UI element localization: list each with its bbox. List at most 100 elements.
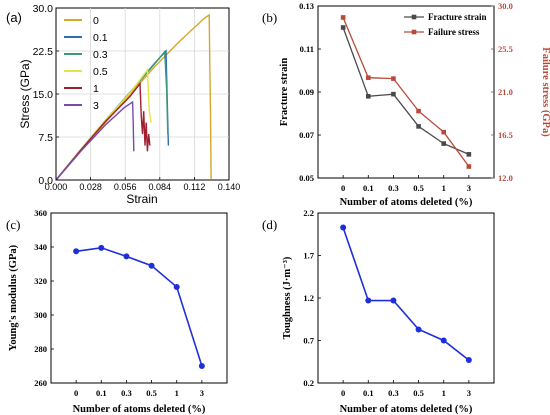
panel-b: (b) 0 0.1 0.3 0.5 1 3 0.05 0.07 0.09 0.11 0.13 12… bbox=[262, 1, 550, 208]
y-axis-label-d: Toughness (J·m⁻³) bbox=[282, 256, 293, 339]
series-line-0 bbox=[55, 13, 212, 181]
legend-label: 0.1 bbox=[93, 32, 108, 44]
y-tick-label: 0.11 bbox=[300, 44, 314, 54]
panel-label-b: (b) bbox=[262, 10, 277, 25]
y-tick-label: 0.2 bbox=[303, 378, 314, 388]
x-tick-label: 0.056 bbox=[114, 182, 137, 192]
y-tick-label: 30.0 bbox=[33, 3, 54, 15]
data-point bbox=[466, 164, 472, 169]
x-tick-label: 3 bbox=[467, 183, 471, 193]
x-tick-label: 0 bbox=[341, 183, 345, 193]
y2-tick-label: 21.0 bbox=[498, 87, 513, 97]
data-point bbox=[98, 244, 105, 251]
panel-label-a: (a) bbox=[6, 10, 22, 25]
legend-label: Failure stress bbox=[428, 27, 480, 37]
x-tick-label: 0.5 bbox=[413, 388, 424, 398]
y-tick-label: 2.2 bbox=[303, 208, 314, 218]
y-tick-label: 0.0 bbox=[38, 175, 53, 187]
x-ticks-b: 0 0.1 0.3 0.5 1 3 bbox=[341, 175, 471, 193]
x-tick-label: 1 bbox=[442, 388, 446, 398]
y-tick-label: 0.05 bbox=[299, 173, 314, 183]
legend-label: 0.3 bbox=[93, 49, 108, 61]
series-line-b-0 bbox=[342, 27, 470, 155]
y2-axis-label-b: Failure stress (GPa) bbox=[540, 47, 550, 137]
series-group-c bbox=[73, 244, 205, 369]
legend-b: Fracture strain Failure stress bbox=[404, 12, 487, 37]
x-tick-label: 1 bbox=[175, 388, 179, 398]
y-tick-label: 0.07 bbox=[299, 130, 315, 140]
x-tick-label: 0.1 bbox=[363, 183, 374, 193]
x-tick-label: 0.084 bbox=[149, 182, 172, 192]
series-group-d bbox=[340, 224, 472, 364]
data-point bbox=[415, 326, 422, 333]
data-point bbox=[73, 248, 80, 255]
y-tick-label: 360 bbox=[34, 208, 47, 218]
x-tick-label: 0 bbox=[341, 388, 345, 398]
data-point bbox=[148, 262, 155, 269]
y2-tick-label: 30.0 bbox=[498, 1, 513, 11]
data-point bbox=[465, 357, 472, 364]
y-axis-label-a: Stress (GPa) bbox=[18, 59, 32, 128]
legend-label: 0.5 bbox=[93, 66, 108, 78]
x-tick-label: 0.028 bbox=[79, 182, 102, 192]
x-tick-label: 3 bbox=[200, 388, 204, 398]
x-tick-label: 3 bbox=[467, 388, 471, 398]
y2-ticks-b: 12.0 16.5 21.0 25.5 30.0 bbox=[491, 1, 513, 183]
y2-tick-label: 16.5 bbox=[498, 130, 513, 140]
y-tick-label: 300 bbox=[34, 310, 47, 320]
x-tick-label: 0.000 bbox=[45, 182, 68, 192]
series-line-b-1 bbox=[342, 17, 470, 167]
data-point bbox=[198, 363, 205, 369]
x-axis-label-a: Strain bbox=[126, 192, 157, 206]
legend-marker bbox=[411, 29, 417, 35]
data-point bbox=[173, 283, 180, 290]
x-tick-label: 0.1 bbox=[96, 388, 107, 398]
data-point bbox=[390, 297, 397, 304]
y-axis-label-b: Fracture strain bbox=[279, 58, 290, 126]
legend-label: Fracture strain bbox=[428, 12, 487, 22]
legend-a: 0 0.1 0.3 0.5 1 3 bbox=[64, 15, 108, 112]
series-line-c-0 bbox=[75, 246, 203, 367]
y-tick-label: 320 bbox=[34, 276, 47, 286]
x-tick-label: 0.3 bbox=[121, 388, 132, 398]
x-tick-label: 0 bbox=[74, 388, 78, 398]
y-ticks-a: 0.0 7.5 15.0 22.5 30.0 bbox=[33, 3, 59, 187]
data-point bbox=[365, 75, 371, 80]
y-ticks-c: 260 280 300 320 340 360 bbox=[34, 208, 54, 388]
y-ticks-d: 0.2 0.7 1.2 1.7 2.2 bbox=[303, 208, 321, 388]
data-point bbox=[340, 25, 346, 30]
x-tick-label: 0.140 bbox=[218, 182, 241, 192]
x-tick-label: 0.5 bbox=[413, 183, 424, 193]
y2-tick-label: 25.5 bbox=[498, 44, 513, 54]
data-point bbox=[441, 141, 447, 146]
y-tick-label: 1.7 bbox=[303, 251, 314, 261]
y-tick-label: 260 bbox=[34, 378, 47, 388]
y-tick-label: 22.5 bbox=[33, 46, 54, 58]
data-point bbox=[365, 94, 371, 99]
y-tick-label: 0.7 bbox=[303, 336, 314, 346]
y-tick-label: 280 bbox=[34, 344, 47, 354]
series-line-d-0 bbox=[342, 227, 470, 361]
x-ticks-a: 0.000 0.028 0.056 0.084 0.112 0.140 bbox=[45, 177, 241, 192]
y-tick-label: 0.09 bbox=[299, 87, 314, 97]
data-point bbox=[365, 297, 372, 304]
data-point bbox=[416, 124, 421, 129]
panel-label-c: (c) bbox=[6, 217, 20, 232]
y-tick-label: 7.5 bbox=[38, 132, 53, 144]
panel-a: (a) 0.000 0.028 0.056 0.084 0.112 0.140 0.0 7.… bbox=[6, 3, 240, 206]
data-point bbox=[466, 152, 472, 157]
x-tick-label: 0.1 bbox=[363, 388, 374, 398]
y-tick-label: 15.0 bbox=[33, 89, 54, 101]
x-tick-label: 1 bbox=[442, 183, 446, 193]
grid-a bbox=[56, 8, 229, 180]
y2-tick-label: 12.0 bbox=[498, 173, 513, 183]
data-point bbox=[391, 91, 396, 97]
x-tick-label: 0.112 bbox=[183, 182, 205, 192]
x-axis-label-c: Number of atoms deleted (%) bbox=[73, 404, 206, 415]
x-ticks-c: 0 0.1 0.3 0.5 1 3 bbox=[74, 380, 204, 398]
data-point bbox=[441, 129, 447, 135]
data-point bbox=[391, 76, 396, 81]
x-axis-label-d: Number of atoms deleted (%) bbox=[340, 404, 473, 415]
panel-d: (d) 0 0.1 0.3 0.5 1 3 0.2 0.7 1.2 1.7 2.2 Number … bbox=[262, 208, 495, 415]
